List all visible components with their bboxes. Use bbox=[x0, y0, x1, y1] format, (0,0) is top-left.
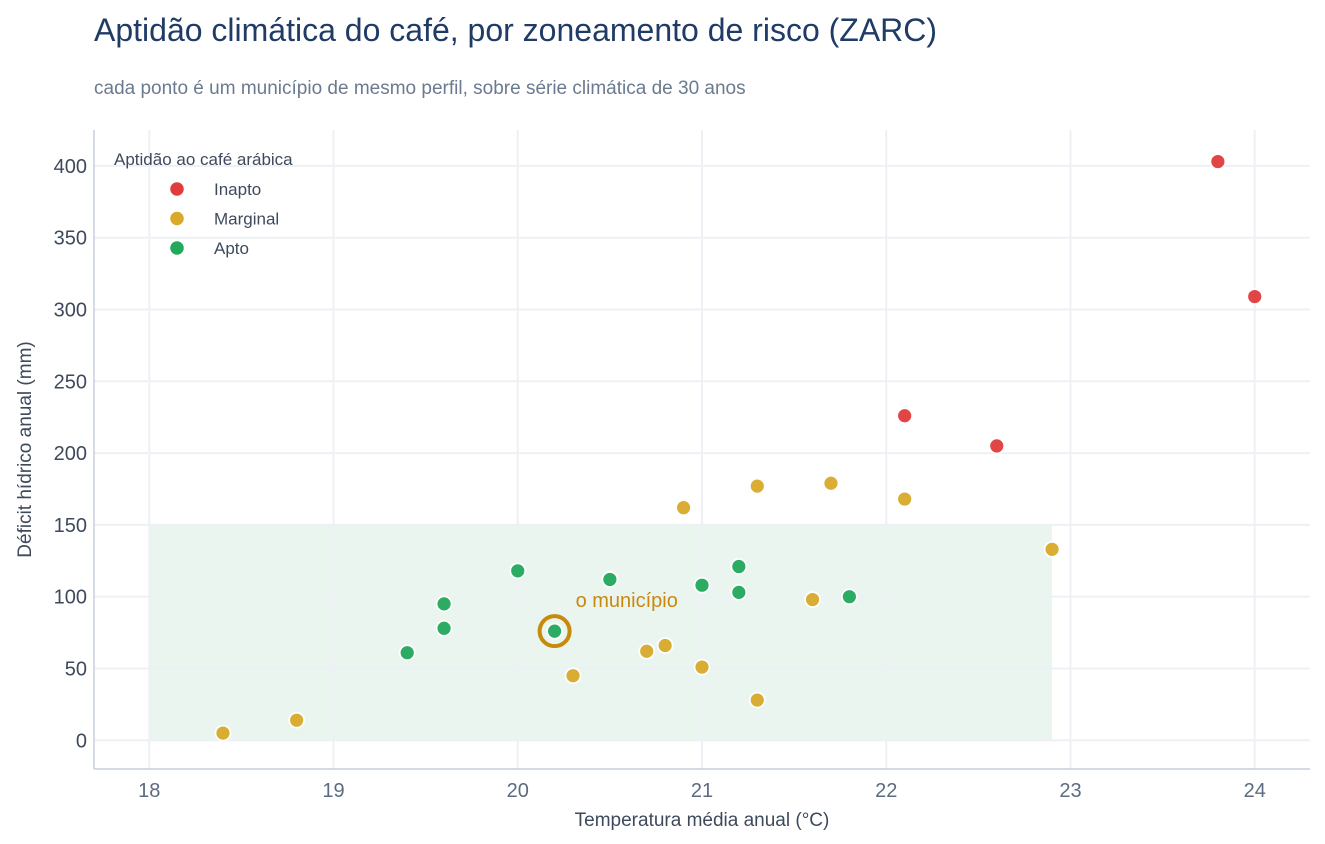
data-point-marginal bbox=[656, 637, 674, 654]
data-point-inapto bbox=[896, 407, 914, 425]
x-axis-title: Temperatura média anual (°C) bbox=[575, 810, 830, 831]
y-tick-label: 250 bbox=[54, 371, 87, 393]
data-point-marginal bbox=[748, 477, 766, 495]
data-point-marginal bbox=[1043, 540, 1061, 558]
data-point-apto bbox=[693, 576, 711, 594]
y-tick-label: 350 bbox=[54, 228, 87, 250]
annotation-layer: o município bbox=[537, 590, 678, 649]
data-point-marginal bbox=[288, 711, 306, 729]
tick-layer: 18 19 20 21 22 23 24 0 50 100 150 200 250 300 350 400 bbox=[54, 156, 1266, 802]
data-point-apto bbox=[509, 562, 527, 580]
data-point-apto bbox=[435, 595, 453, 613]
data-point-apto bbox=[546, 622, 564, 640]
legend: Aptidão ao café arábica Inapto Marginal Apt… bbox=[114, 150, 293, 258]
data-point-apto bbox=[435, 619, 453, 637]
data-point-marginal bbox=[748, 691, 766, 709]
data-point-apto bbox=[601, 571, 619, 588]
grid-layer bbox=[94, 130, 1310, 769]
annotation-label: o município bbox=[576, 590, 678, 612]
legend-marker-inapto bbox=[168, 180, 186, 198]
apt-zone-layer bbox=[149, 524, 1053, 741]
x-tick-label: 23 bbox=[1059, 780, 1081, 802]
highlight-ring bbox=[537, 614, 572, 649]
apt-zone-region bbox=[149, 524, 1053, 741]
legend-marker-apto bbox=[168, 239, 186, 257]
legend-marker-marginal bbox=[168, 210, 186, 227]
y-tick-label: 50 bbox=[65, 658, 87, 680]
chart-subtitle: cada ponto é um município de mesmo perfi… bbox=[94, 78, 746, 99]
x-tick-label: 18 bbox=[138, 780, 160, 802]
y-tick-label: 150 bbox=[54, 515, 87, 537]
data-point-marginal bbox=[675, 499, 692, 517]
data-point-apto bbox=[730, 558, 748, 575]
y-tick-label: 400 bbox=[54, 156, 87, 178]
legend-label-marginal: Marginal bbox=[214, 210, 279, 229]
data-point-apto bbox=[840, 588, 858, 606]
data-point-marginal bbox=[564, 667, 582, 685]
chart-title: Aptidão climática do café, por zoneament… bbox=[94, 12, 938, 48]
data-point-marginal bbox=[896, 490, 914, 508]
y-tick-label: 300 bbox=[54, 299, 87, 321]
legend-label-apto: Apto bbox=[214, 239, 249, 258]
y-tick-label: 0 bbox=[76, 730, 87, 752]
data-point-marginal bbox=[638, 642, 656, 660]
data-point-inapto bbox=[1246, 288, 1264, 305]
x-tick-label: 19 bbox=[322, 780, 344, 802]
y-axis-title: Déficit hídrico anual (mm) bbox=[15, 341, 36, 557]
legend-title: Aptidão ao café arábica bbox=[114, 150, 293, 169]
data-point-marginal bbox=[804, 591, 821, 608]
y-tick-label: 200 bbox=[54, 443, 87, 465]
x-tick-label: 24 bbox=[1244, 780, 1266, 802]
x-tick-label: 22 bbox=[875, 780, 897, 802]
x-tick-label: 21 bbox=[691, 780, 713, 802]
data-point-marginal bbox=[693, 658, 711, 676]
data-point-apto bbox=[730, 583, 748, 601]
data-point-marginal bbox=[214, 724, 232, 742]
axis-layer bbox=[93, 130, 1310, 770]
x-tick-label: 20 bbox=[507, 780, 529, 802]
data-point-inapto bbox=[988, 437, 1006, 455]
y-tick-label: 100 bbox=[54, 587, 87, 609]
legend-label-inapto: Inapto bbox=[214, 180, 261, 199]
data-point-marginal bbox=[822, 474, 840, 492]
data-point-apto bbox=[398, 644, 416, 662]
point-layer bbox=[214, 153, 1264, 742]
data-point-inapto bbox=[1209, 153, 1227, 170]
